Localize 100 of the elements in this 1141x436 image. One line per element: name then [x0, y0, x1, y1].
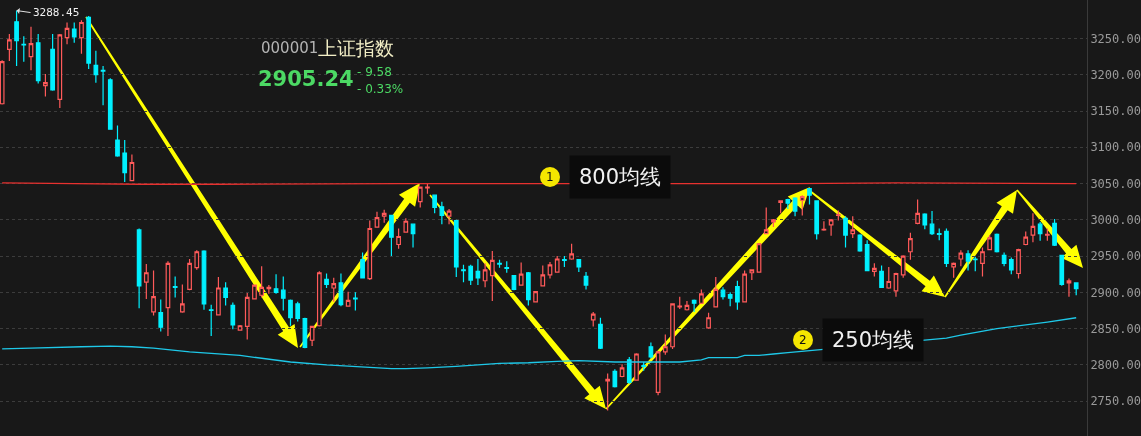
candlestick [259, 265, 265, 299]
candlestick [86, 15, 92, 70]
candlestick [345, 291, 351, 308]
candlestick [165, 260, 171, 337]
candlestick [958, 249, 964, 267]
candlestick [172, 275, 178, 299]
candlestick [929, 210, 935, 236]
candlestick [35, 33, 41, 85]
candlestick [987, 234, 993, 251]
candlestick [309, 325, 315, 347]
candlestick [461, 264, 466, 283]
candlestick [482, 262, 488, 288]
candlestick [1044, 227, 1050, 242]
candlestick [662, 333, 668, 356]
candlestick [497, 259, 502, 269]
candlestick [1073, 281, 1079, 296]
candlestick [706, 312, 711, 330]
candlestick [280, 275, 286, 312]
candlestick [518, 262, 524, 287]
candlestick [994, 233, 1000, 254]
candlestick [425, 182, 430, 195]
annotation: 1 [546, 170, 554, 184]
candlestick [749, 268, 755, 281]
candlestick [684, 300, 690, 312]
candlestick [785, 198, 791, 210]
candlestick [720, 286, 726, 301]
candlestick [915, 198, 920, 225]
candlestick [864, 239, 870, 272]
candlestick [410, 222, 416, 248]
candlestick [670, 302, 675, 350]
candlestick [93, 50, 99, 84]
candlestick [223, 281, 228, 307]
candlestick [151, 270, 156, 317]
candlestick [374, 211, 380, 229]
candlestick [295, 301, 301, 322]
y-tick-label: 2800.00 [1090, 358, 1141, 373]
candlestick [655, 350, 661, 396]
candlestick [122, 139, 128, 183]
candlestick [244, 292, 250, 341]
candlestick [446, 208, 452, 225]
candlestick [562, 255, 567, 268]
candlestick [598, 317, 603, 350]
candlestick [338, 272, 344, 307]
candlestick [980, 246, 985, 277]
candlestick [569, 243, 574, 261]
candlestick [100, 65, 106, 106]
candlestick [821, 220, 827, 232]
candlestick [396, 227, 401, 250]
candlestick [21, 35, 27, 63]
y-tick-label: 3100.00 [1090, 140, 1141, 155]
candlestick [367, 219, 373, 281]
candlestick [886, 266, 892, 290]
candlestick [814, 199, 820, 240]
candlestick [468, 264, 474, 286]
candlestick [489, 250, 495, 302]
candlestick [879, 264, 884, 289]
candlestick [893, 272, 899, 298]
candlestick [951, 262, 957, 279]
y-tick-label: 3050.00 [1090, 176, 1141, 191]
candlestick [835, 209, 841, 222]
annotation: - 9.58 [357, 65, 392, 79]
y-tick-label: 2750.00 [1090, 394, 1141, 409]
candlestick [439, 201, 445, 225]
candlestick [778, 199, 784, 214]
candlestick [972, 256, 978, 272]
candlestick [381, 209, 387, 224]
candlestick [735, 280, 740, 311]
candlestick [1052, 218, 1057, 247]
candlestick [850, 215, 856, 239]
candlestick [965, 249, 971, 272]
candlestick [691, 299, 697, 313]
y-tick-label: 3150.00 [1090, 104, 1141, 119]
candlestick [136, 227, 142, 309]
candlestick [316, 270, 322, 328]
candlestick [216, 276, 221, 317]
candlestick [727, 291, 733, 307]
candlestick [403, 217, 409, 234]
candlestick [922, 212, 928, 230]
candlestick [605, 373, 611, 412]
candlestick [71, 21, 77, 44]
candlestick [266, 284, 272, 295]
candlestick [1037, 221, 1043, 242]
annotation: 2905.24 [258, 67, 354, 91]
candlestick [792, 196, 798, 217]
candlestick [936, 227, 942, 241]
candlestick [526, 271, 531, 307]
candlestick [417, 185, 423, 209]
candlestick [158, 299, 164, 333]
candlestick [547, 261, 553, 280]
candlestick [28, 26, 34, 71]
candlestick [50, 33, 55, 92]
candlestick [57, 33, 63, 109]
annotation: 3288.45 [33, 6, 80, 19]
candlestick [540, 264, 546, 288]
candlestick [828, 218, 834, 237]
candlestick [1016, 248, 1021, 280]
candlestick [799, 194, 805, 217]
candlestick [64, 21, 70, 45]
candlestick [763, 206, 769, 235]
candlestick [698, 288, 704, 305]
